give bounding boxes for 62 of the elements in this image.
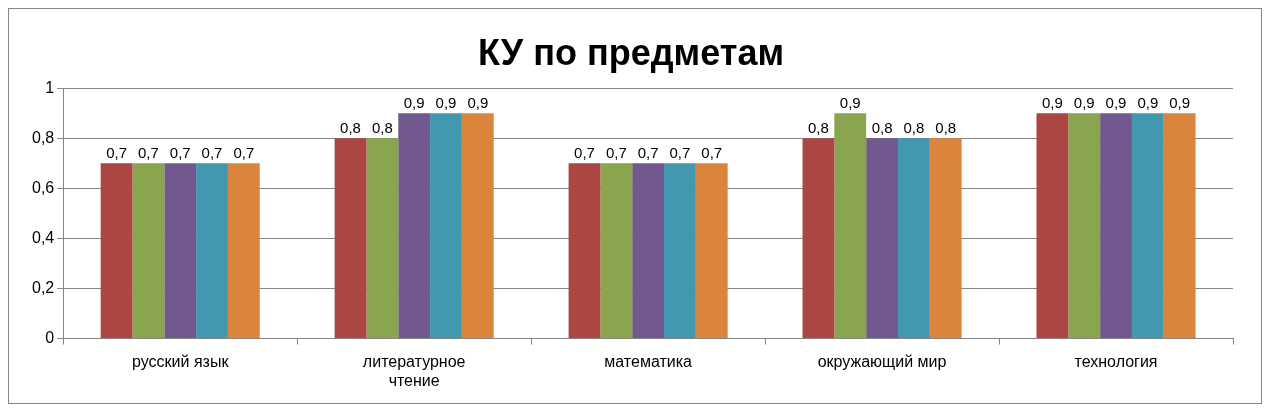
bar [1163,113,1196,339]
bar [1036,113,1069,339]
bar [334,138,367,339]
data-label: 0,7 [605,143,627,161]
data-label: 0,7 [169,143,191,161]
bar [695,163,728,339]
data-label: 0,7 [201,143,223,161]
data-label: 0,7 [137,143,159,161]
bar [568,163,601,339]
data-label: 0,8 [371,118,393,136]
y-tick-label: 0,4 [31,228,55,246]
bar [897,138,930,339]
chart-title: КУ по предметам [477,31,785,73]
data-label: 0,8 [340,118,361,136]
bar [132,163,165,339]
data-label: 0,9 [1169,93,1191,111]
x-tick-label: математика [604,352,693,370]
bar [802,138,835,339]
bar [1131,113,1164,339]
bar [632,163,665,339]
x-tick-label: технология [1074,352,1158,370]
data-label: 0,9 [467,93,489,111]
bar [366,138,399,339]
data-label: 0,9 [839,93,861,111]
data-label: 0,8 [871,118,893,136]
data-label: 0,8 [903,118,925,136]
data-label: 0,8 [808,118,829,136]
bar [866,138,898,339]
bar [227,163,260,339]
bar [430,113,462,339]
bar [164,163,197,339]
x-tick-label: окружающий мир [817,352,947,370]
data-label: 0,7 [701,143,723,161]
y-tick-label: 0 [45,329,55,347]
bar [600,163,633,339]
data-label: 0,9 [1105,93,1127,111]
x-tick-label: литературное чтение [362,352,466,389]
data-label: 0,9 [1073,93,1095,111]
data-label: 0,7 [637,143,659,161]
data-label: 0,8 [935,118,957,136]
data-label: 0,9 [1137,93,1159,111]
data-label: 0,9 [435,93,457,111]
y-tick-label: 0,8 [31,128,55,146]
data-label: 0,9 [403,93,425,111]
bar [398,113,431,339]
bar [834,113,867,339]
data-label: 0,7 [106,143,128,161]
bar [1100,113,1132,339]
y-tick-label: 0,6 [31,178,55,196]
y-tick-label: 0,2 [31,278,55,296]
data-label: 0,7 [574,143,595,161]
x-tick-label: русский язык [132,352,230,370]
bar [664,163,696,339]
y-tick-label: 1 [45,78,55,96]
bar [461,113,494,339]
bar [1068,113,1101,339]
bar [929,138,962,339]
data-label: 0,7 [233,143,255,161]
bar [100,163,133,339]
bar [196,163,228,339]
data-label: 0,9 [1041,93,1063,111]
data-label: 0,7 [669,143,691,161]
